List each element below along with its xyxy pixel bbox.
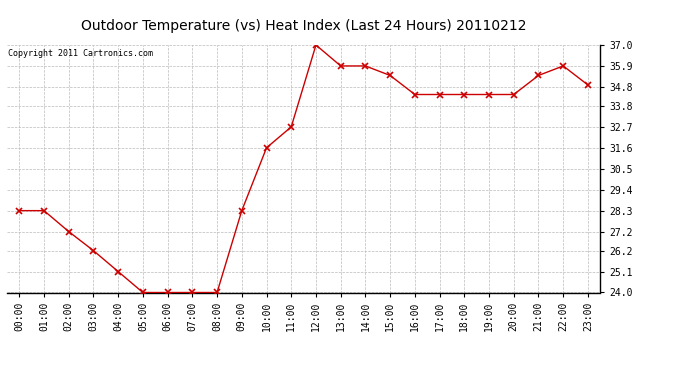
Text: Copyright 2011 Cartronics.com: Copyright 2011 Cartronics.com <box>8 49 153 58</box>
Text: Outdoor Temperature (vs) Heat Index (Last 24 Hours) 20110212: Outdoor Temperature (vs) Heat Index (Las… <box>81 19 526 33</box>
